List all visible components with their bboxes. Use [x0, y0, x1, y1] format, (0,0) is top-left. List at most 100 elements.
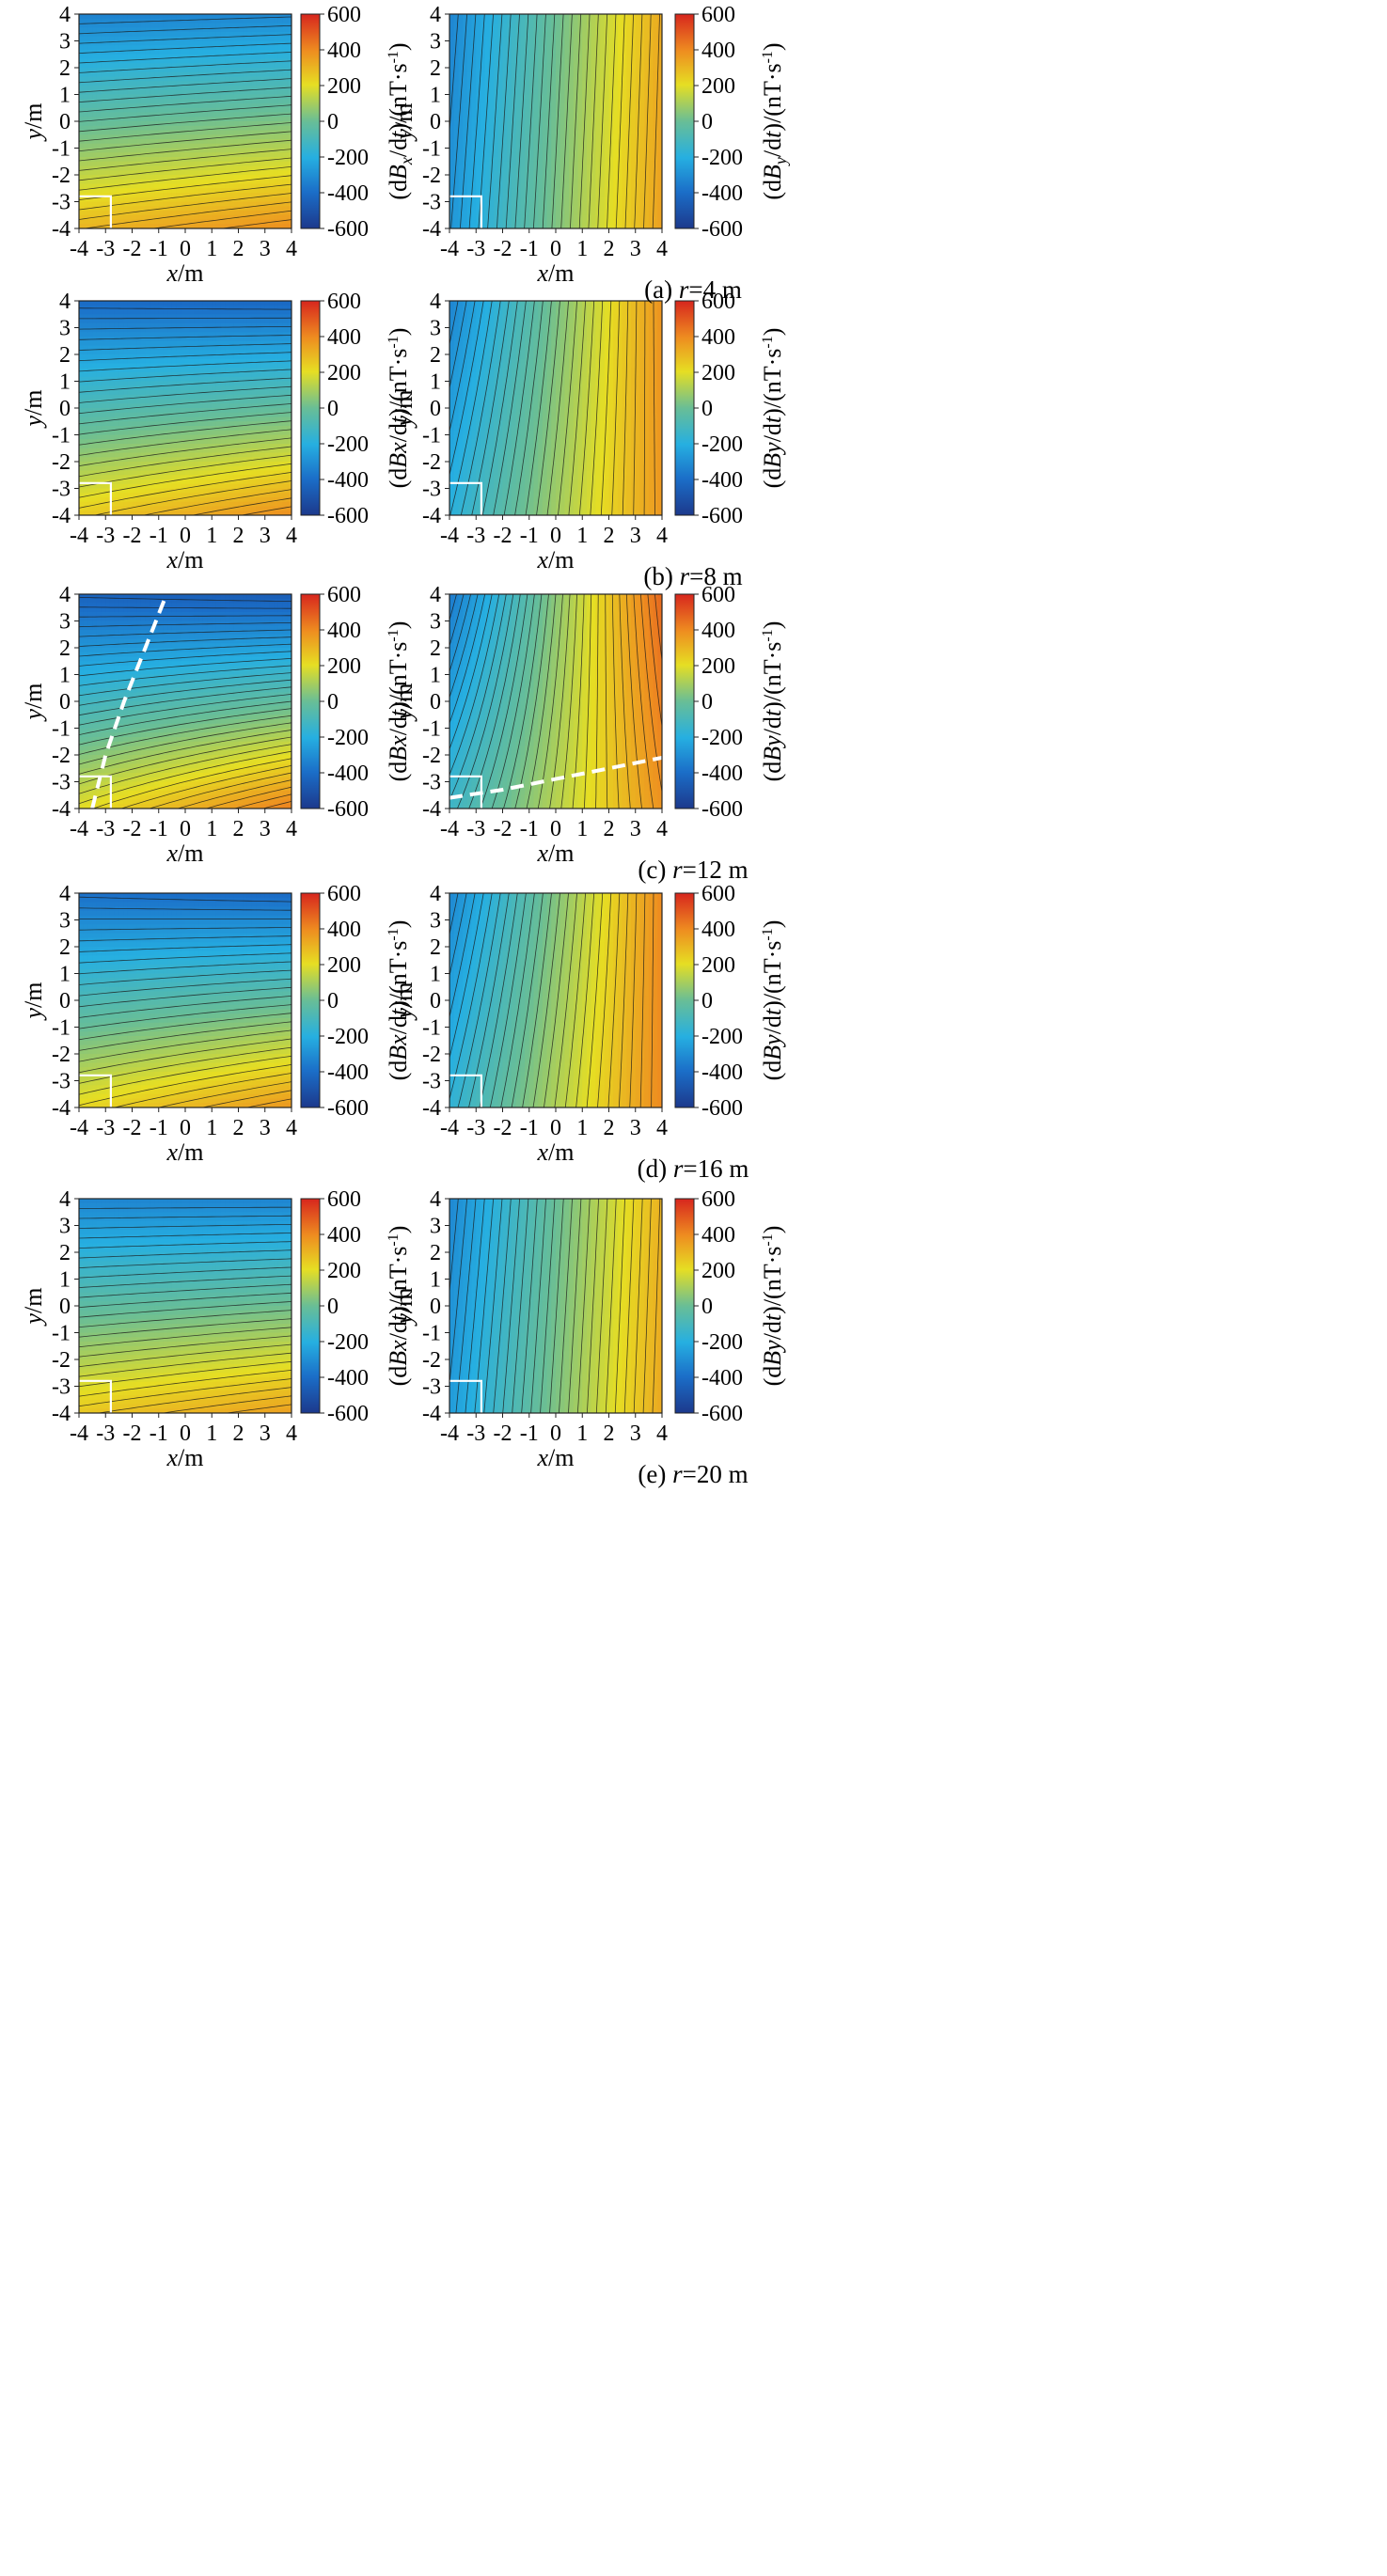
colorbar-tick-label: 0: [327, 110, 339, 134]
x-tick-label: 2: [233, 1116, 244, 1140]
x-tick-label: 4: [656, 817, 668, 841]
contour-line: [79, 996, 292, 1018]
field-fill: [79, 594, 292, 809]
contour-line: [652, 1199, 661, 1413]
contour-line: [605, 594, 608, 809]
figure-caption: (e) r=20 m: [638, 1460, 748, 1488]
x-tick-label: 4: [286, 1422, 297, 1446]
contour-line: [568, 301, 586, 515]
contour-line: [244, 1098, 292, 1107]
source-marker-box: [449, 1379, 482, 1413]
y-tick-label: 0: [430, 690, 441, 715]
contour-line: [575, 893, 595, 1107]
contour-line: [240, 506, 292, 515]
contour-line: [79, 694, 292, 726]
colorbar-tick-label: -400: [327, 468, 369, 493]
x-tick-label: 4: [656, 1422, 668, 1446]
y-tick-label: -4: [422, 217, 441, 242]
colorbar-tick-label: 400: [327, 39, 361, 63]
x-tick-label: 3: [630, 524, 641, 548]
colorbar-tick-label: 600: [701, 3, 735, 27]
y-tick-label: 2: [430, 343, 441, 368]
contour-line: [79, 403, 292, 425]
colorbar-tick-label: 0: [701, 397, 713, 421]
y-axis-label: y/m: [20, 103, 47, 143]
contour-line: [150, 210, 292, 228]
contour-line: [521, 1199, 538, 1413]
colorbar-tick-label: -200: [701, 146, 743, 170]
x-tick-label: 2: [604, 524, 615, 548]
colorbar-label: (dBx/dt)/(nT·s-1): [385, 621, 412, 782]
x-tick-label: -3: [96, 817, 115, 841]
colorbar: 600 400 200 0 -200 -400 -600 (dBy/dt)/(nT·s-1): [674, 290, 786, 528]
contour-line: [549, 594, 571, 809]
contour-line: [583, 594, 592, 809]
contour-line: [474, 1199, 494, 1413]
x-tick-label: -1: [520, 1422, 539, 1446]
colorbar-tick-label: -200: [327, 146, 369, 170]
contour-line: [622, 301, 629, 515]
y-tick-label: 4: [59, 3, 71, 27]
x-tick-label: 0: [550, 817, 561, 841]
colorbar-tick-label: 400: [701, 619, 735, 643]
colorbar-tick-label: 0: [327, 397, 339, 421]
x-tick-label: -4: [70, 1422, 88, 1446]
y-tick-label: 4: [59, 290, 71, 314]
contour-line: [91, 758, 292, 809]
contour-line: [79, 325, 292, 330]
y-tick-label: -1: [52, 717, 71, 742]
colorbar-scale: [300, 1198, 321, 1414]
contour-line: [79, 665, 292, 686]
contour-line: [465, 1199, 485, 1413]
contour-line: [79, 722, 292, 765]
contour-line: [607, 893, 621, 1107]
contour-line: [652, 14, 660, 228]
contour-line: [79, 412, 292, 435]
contour-line: [586, 1199, 599, 1413]
contour-lines: [79, 896, 292, 1107]
x-axis-label: x/m: [537, 1139, 575, 1166]
contour-line: [643, 301, 646, 515]
contour-line: [536, 301, 560, 515]
x-tick-label: -2: [494, 817, 512, 841]
contour-line: [590, 301, 604, 515]
colorbar-tick-label: 200: [701, 361, 735, 385]
contour-line: [79, 1241, 292, 1249]
x-tick-label: 3: [630, 817, 641, 841]
colorbar-tick-label: 400: [701, 325, 735, 350]
contour-line: [532, 893, 560, 1107]
contour-line: [505, 14, 520, 228]
contour-line: [82, 201, 292, 228]
contour-line: [79, 1335, 292, 1358]
contour-line: [586, 893, 604, 1107]
x-tick-label: -1: [150, 1116, 168, 1140]
contour-line: [79, 1004, 292, 1029]
contour-line: [79, 1249, 292, 1259]
source-marker-box: [79, 775, 113, 809]
contour-line: [600, 301, 612, 515]
contour-line: [572, 594, 585, 809]
contour-line: [79, 1215, 292, 1219]
colorbar-tick-label: 200: [701, 74, 735, 99]
colorbar-tick-label: -400: [701, 1366, 743, 1390]
figure-caption: (a) r=4 m: [644, 275, 742, 304]
contour-line: [514, 594, 549, 809]
contour-line: [611, 594, 620, 809]
source-marker-box: [449, 775, 482, 809]
contour-line: [607, 14, 617, 228]
x-tick-label: 2: [233, 237, 244, 261]
x-tick-label: 2: [604, 237, 615, 261]
y-tick-label: 1: [430, 1268, 441, 1293]
contour-line: [449, 1199, 459, 1296]
contour-line: [79, 927, 292, 931]
contour-line: [79, 715, 292, 755]
x-tick-label: 3: [260, 237, 271, 261]
x-tick-label: -2: [123, 524, 142, 548]
y-tick-label: -2: [422, 744, 441, 768]
contour-line: [568, 1199, 582, 1413]
contour-line: [79, 1224, 292, 1229]
colorbar-tick-label: 200: [327, 361, 361, 385]
colorbar-tick-label: -200: [701, 1330, 743, 1355]
